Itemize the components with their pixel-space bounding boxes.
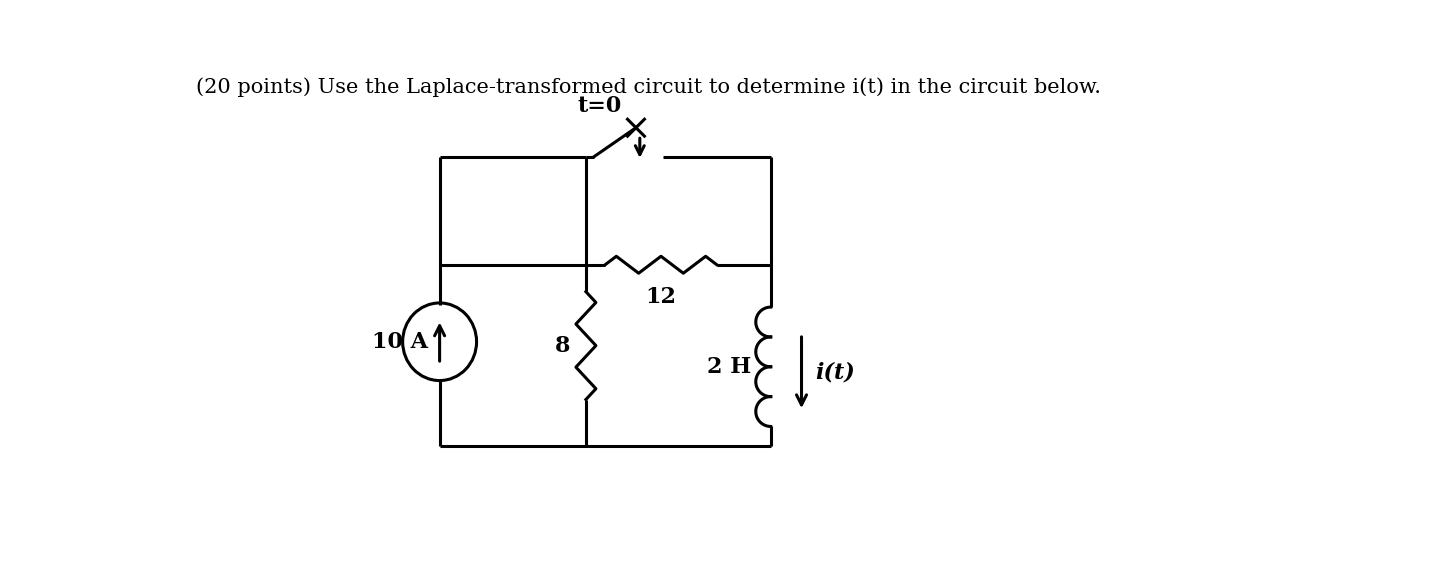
Text: 10 A: 10 A — [372, 331, 428, 353]
Text: 12: 12 — [646, 286, 677, 308]
Text: 2 H: 2 H — [707, 356, 751, 378]
Text: i(t): i(t) — [815, 361, 856, 384]
Text: (20 points) Use the Laplace-transformed circuit to determine i(t) in the circuit: (20 points) Use the Laplace-transformed … — [195, 78, 1100, 97]
Text: t=0: t=0 — [578, 95, 621, 117]
Text: 8: 8 — [554, 335, 570, 357]
